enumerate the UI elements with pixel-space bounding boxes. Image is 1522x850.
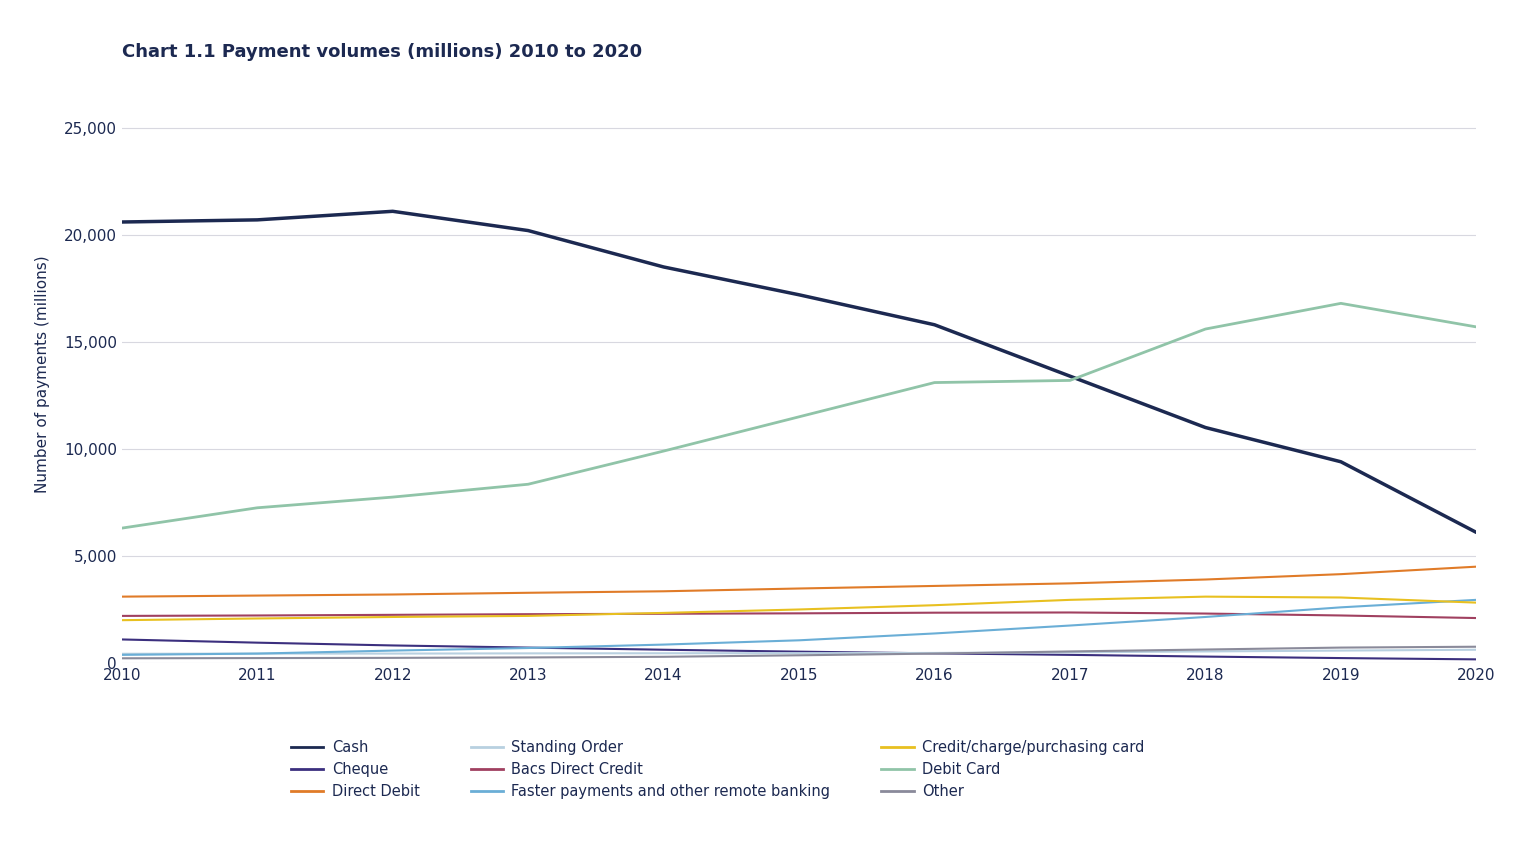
Y-axis label: Number of payments (millions): Number of payments (millions)	[35, 255, 50, 493]
Text: Chart 1.1 Payment volumes (millions) 2010 to 2020: Chart 1.1 Payment volumes (millions) 201…	[122, 43, 642, 61]
Legend: Cash, Cheque, Direct Debit, Standing Order, Bacs Direct Credit, Faster payments : Cash, Cheque, Direct Debit, Standing Ord…	[285, 734, 1151, 805]
